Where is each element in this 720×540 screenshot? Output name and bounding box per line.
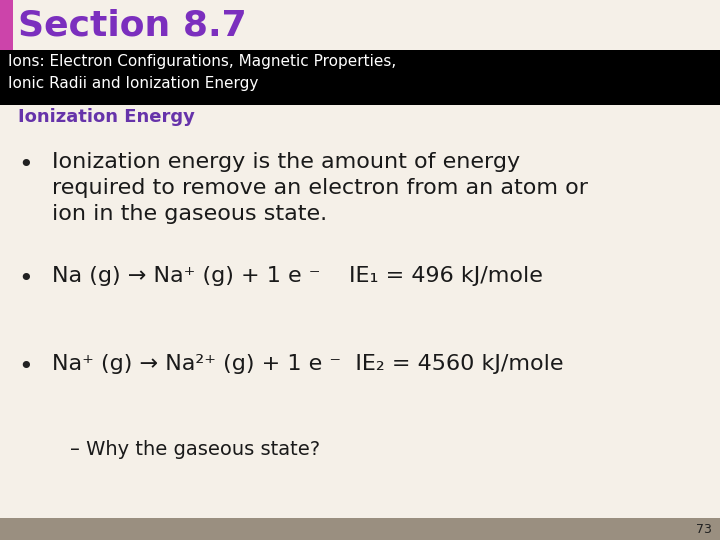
Text: Ionic Radii and Ionization Energy: Ionic Radii and Ionization Energy: [8, 76, 258, 91]
Text: •: •: [18, 267, 32, 291]
Bar: [0, 50, 720, 105]
Text: Section 8.7: Section 8.7: [18, 8, 247, 42]
Text: – Why the gaseous state?: – Why the gaseous state?: [70, 440, 320, 459]
Text: Ionization energy is the amount of energy: Ionization energy is the amount of energ…: [52, 152, 520, 172]
Bar: [0, 518, 720, 540]
Text: •: •: [18, 355, 32, 379]
Text: •: •: [18, 153, 32, 177]
Text: Ions: Electron Configurations, Magnetic Properties,: Ions: Electron Configurations, Magnetic …: [8, 54, 396, 69]
Text: required to remove an electron from an atom or: required to remove an electron from an a…: [52, 178, 588, 198]
Text: Na⁺ (g) → Na²⁺ (g) + 1 e ⁻  IE₂ = 4560 kJ/mole: Na⁺ (g) → Na²⁺ (g) + 1 e ⁻ IE₂ = 4560 kJ…: [52, 354, 564, 374]
Bar: [0, 0, 13, 50]
Text: ion in the gaseous state.: ion in the gaseous state.: [52, 204, 327, 224]
Text: Ionization Energy: Ionization Energy: [18, 108, 195, 126]
Text: Na (g) → Na⁺ (g) + 1 e ⁻    IE₁ = 496 kJ/mole: Na (g) → Na⁺ (g) + 1 e ⁻ IE₁ = 496 kJ/mo…: [52, 266, 543, 286]
Text: 73: 73: [696, 523, 712, 536]
